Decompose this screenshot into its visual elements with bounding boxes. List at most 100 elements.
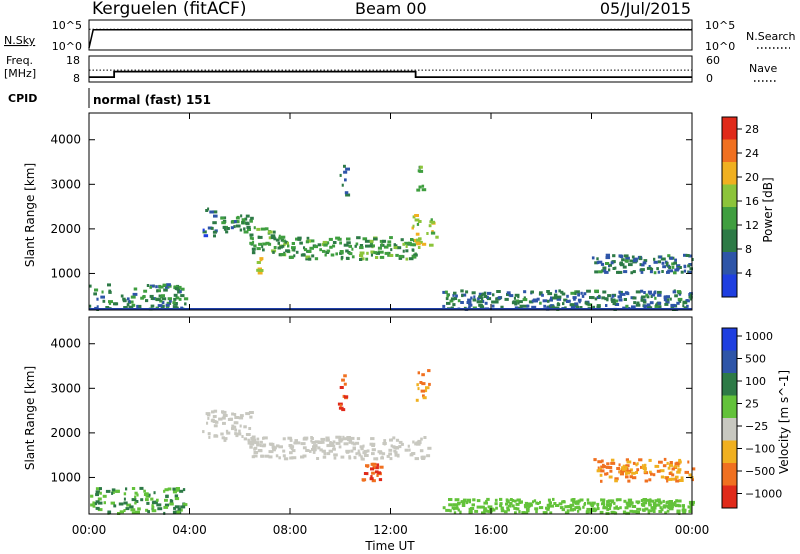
- heatmap-cell: [492, 293, 495, 297]
- heatmap-cell: [626, 460, 632, 464]
- heatmap-cell: [416, 383, 419, 387]
- velocity-colorbar-label: Velocity [m s^-1]: [777, 370, 791, 474]
- heatmap-cell: [476, 300, 482, 304]
- heatmap-cell: [613, 260, 616, 264]
- power-x-ticks: [88, 113, 693, 310]
- heatmap-cell: [640, 270, 644, 274]
- heatmap-cell: [558, 289, 561, 293]
- heatmap-cell: [145, 498, 149, 502]
- heatmap-cell: [339, 404, 342, 408]
- heatmap-cell: [363, 472, 367, 475]
- heatmap-cell: [132, 292, 138, 296]
- heatmap-cell: [523, 290, 527, 294]
- heatmap-cell: [397, 246, 402, 250]
- heatmap-cell: [107, 510, 112, 514]
- y-tick-label: 1000: [50, 470, 81, 484]
- heatmap-cell: [483, 295, 488, 298]
- heatmap-cell: [259, 269, 264, 272]
- heatmap-cell: [257, 235, 263, 239]
- heatmap-cell: [586, 289, 591, 293]
- heatmap-cell: [329, 441, 332, 444]
- velocity-colorbar: 1000 500 100 25 −25 −100 −500 −1000: [722, 328, 782, 509]
- heatmap-cell: [256, 437, 260, 441]
- heatmap-cell: [645, 293, 649, 297]
- heatmap-cell: [506, 508, 510, 512]
- heatmap-cell: [664, 302, 669, 306]
- heatmap-cell: [586, 507, 592, 511]
- heatmap-cell: [666, 509, 670, 513]
- heatmap-cell: [657, 293, 662, 297]
- heatmap-cell: [515, 507, 520, 511]
- heatmap-cell: [398, 256, 403, 260]
- heatmap-cell: [608, 466, 613, 469]
- heatmap-cell: [282, 454, 286, 458]
- heatmap-cell: [253, 244, 257, 248]
- heatmap-cell: [250, 216, 254, 220]
- heatmap-cell: [225, 429, 229, 433]
- heatmap-cell: [276, 444, 280, 448]
- heatmap-cell: [221, 416, 226, 420]
- heatmap-cell: [538, 506, 544, 510]
- heatmap-cell: [289, 456, 294, 460]
- heatmap-cell: [345, 256, 350, 260]
- heatmap-cell: [648, 503, 652, 507]
- heatmap-cell: [651, 293, 656, 297]
- heatmap-cell: [366, 251, 369, 255]
- heatmap-cell: [566, 509, 570, 513]
- heatmap-cell: [677, 504, 682, 508]
- heatmap-cell: [419, 165, 423, 169]
- heatmap-cell: [311, 440, 317, 444]
- heatmap-cell: [247, 438, 250, 442]
- heatmap-cell: [360, 257, 365, 261]
- x-tick-label: 16:00: [474, 523, 509, 537]
- heatmap-cell: [574, 292, 577, 296]
- heatmap-cell: [156, 503, 162, 507]
- heatmap-cell: [373, 457, 378, 461]
- heatmap-cell: [660, 508, 664, 512]
- heatmap-cell: [326, 452, 331, 456]
- heatmap-cell: [272, 446, 277, 450]
- heatmap-cell: [610, 458, 615, 462]
- heatmap-cell: [427, 369, 431, 373]
- heatmap-cell: [642, 501, 648, 505]
- heatmap-cell: [514, 293, 520, 297]
- heatmap-cell: [370, 253, 373, 257]
- heatmap-cell: [596, 507, 600, 511]
- heatmap-cell: [243, 227, 246, 231]
- heatmap-cell: [610, 461, 616, 465]
- heatmap-cell: [639, 255, 642, 259]
- heatmap-cell: [667, 477, 671, 481]
- heatmap-cell: [150, 297, 154, 300]
- colorbar-tick-label: 16: [745, 195, 759, 208]
- heatmap-cell: [417, 169, 421, 173]
- heatmap-cell: [332, 244, 336, 248]
- heatmap-cell: [671, 467, 675, 471]
- heatmap-cell: [435, 235, 439, 239]
- heatmap-cell: [240, 214, 243, 218]
- heatmap-cell: [652, 473, 656, 477]
- heatmap-cell: [309, 239, 315, 243]
- heatmap-cell: [143, 493, 148, 496]
- heatmap-cell: [179, 290, 182, 294]
- heatmap-cell: [150, 304, 155, 308]
- heatmap-cell: [256, 227, 261, 231]
- heatmap-cell: [673, 501, 677, 504]
- heatmap-cell: [284, 240, 287, 244]
- heatmap-cell: [541, 293, 544, 297]
- heatmap-cell: [167, 301, 172, 305]
- heatmap-cell: [673, 261, 677, 265]
- heatmap-cell: [649, 270, 653, 274]
- heatmap-cell: [513, 506, 518, 510]
- heatmap-cell: [287, 244, 290, 248]
- heatmap-cell: [369, 244, 373, 248]
- heatmap-cell: [654, 506, 657, 510]
- heatmap-cell: [599, 510, 604, 514]
- heatmap-cell: [605, 465, 609, 469]
- heatmap-cell: [474, 509, 479, 513]
- heatmap-cell: [163, 288, 168, 292]
- heatmap-cell: [418, 185, 422, 189]
- heatmap-cell: [430, 231, 436, 235]
- heatmap-cell: [359, 254, 364, 258]
- power-panel: 1000 2000 3000 4000 Slant Range [km] 4 8 12 16…: [23, 112, 775, 311]
- heatmap-cell: [175, 296, 180, 300]
